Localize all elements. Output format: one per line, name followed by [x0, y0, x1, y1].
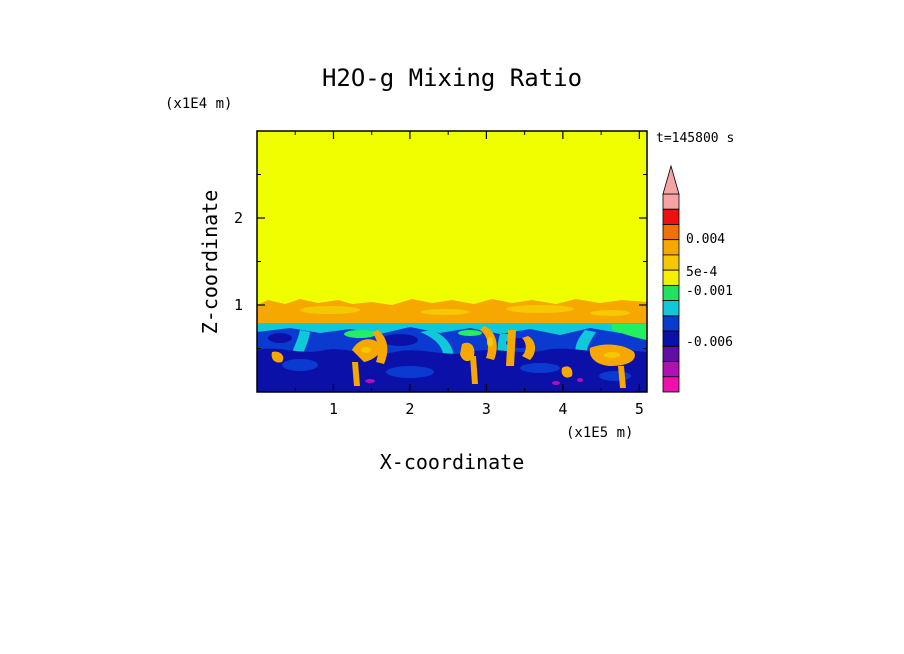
axis-tick-labels: 1 2 3 4 5 1 2 — [234, 209, 644, 418]
y-unit-label: (x1E4 m) — [165, 96, 232, 112]
axis-ticks — [257, 131, 647, 392]
colorbar-segment — [662, 315, 680, 332]
y-tick-label: 2 — [234, 209, 243, 227]
time-label: t=145800 s — [656, 131, 734, 146]
band-streaks — [300, 305, 630, 316]
y-tick-label: 1 — [234, 296, 243, 314]
colorbar-extend-arrow — [662, 164, 680, 195]
x-tick-label: 4 — [558, 400, 567, 418]
colorbar-segment — [662, 224, 680, 241]
x-tick-label: 2 — [405, 400, 414, 418]
x-unit-label: (x1E5 m) — [566, 425, 633, 441]
colorbar-segment — [662, 254, 680, 271]
x-tick-label: 3 — [482, 400, 491, 418]
colorbar-segment — [662, 239, 680, 256]
y-axis-label: Z-coordinate — [198, 190, 222, 335]
x-tick-label: 1 — [329, 400, 338, 418]
colorbar-segment — [662, 193, 680, 210]
x-tick-label: 5 — [635, 400, 644, 418]
colorbar-tick-label: 5e-4 — [686, 265, 717, 280]
yellow-cores — [361, 337, 620, 358]
colorbar-segment — [662, 345, 680, 362]
surface-specks — [365, 378, 583, 385]
colorbar-segment — [662, 269, 680, 286]
x-axis-label: X-coordinate — [380, 450, 525, 474]
green-patches — [344, 324, 647, 340]
colorbar-tick-label: 0.004 — [686, 232, 725, 247]
colorbar-segment — [662, 330, 680, 347]
colorbar-segment — [662, 284, 680, 302]
colorbar-segment — [662, 300, 680, 317]
colorbar-tick-label: -0.001 — [686, 284, 733, 299]
colorbar-tick-label: -0.006 — [686, 335, 733, 350]
colorbar: 0.004 5e-4 -0.001 -0.006 — [662, 164, 733, 393]
colorbar-segment — [662, 376, 680, 393]
colorbar-segment — [662, 208, 680, 225]
chart-title: H2O-g Mixing Ratio — [322, 64, 582, 92]
colorbar-segment — [662, 361, 680, 378]
